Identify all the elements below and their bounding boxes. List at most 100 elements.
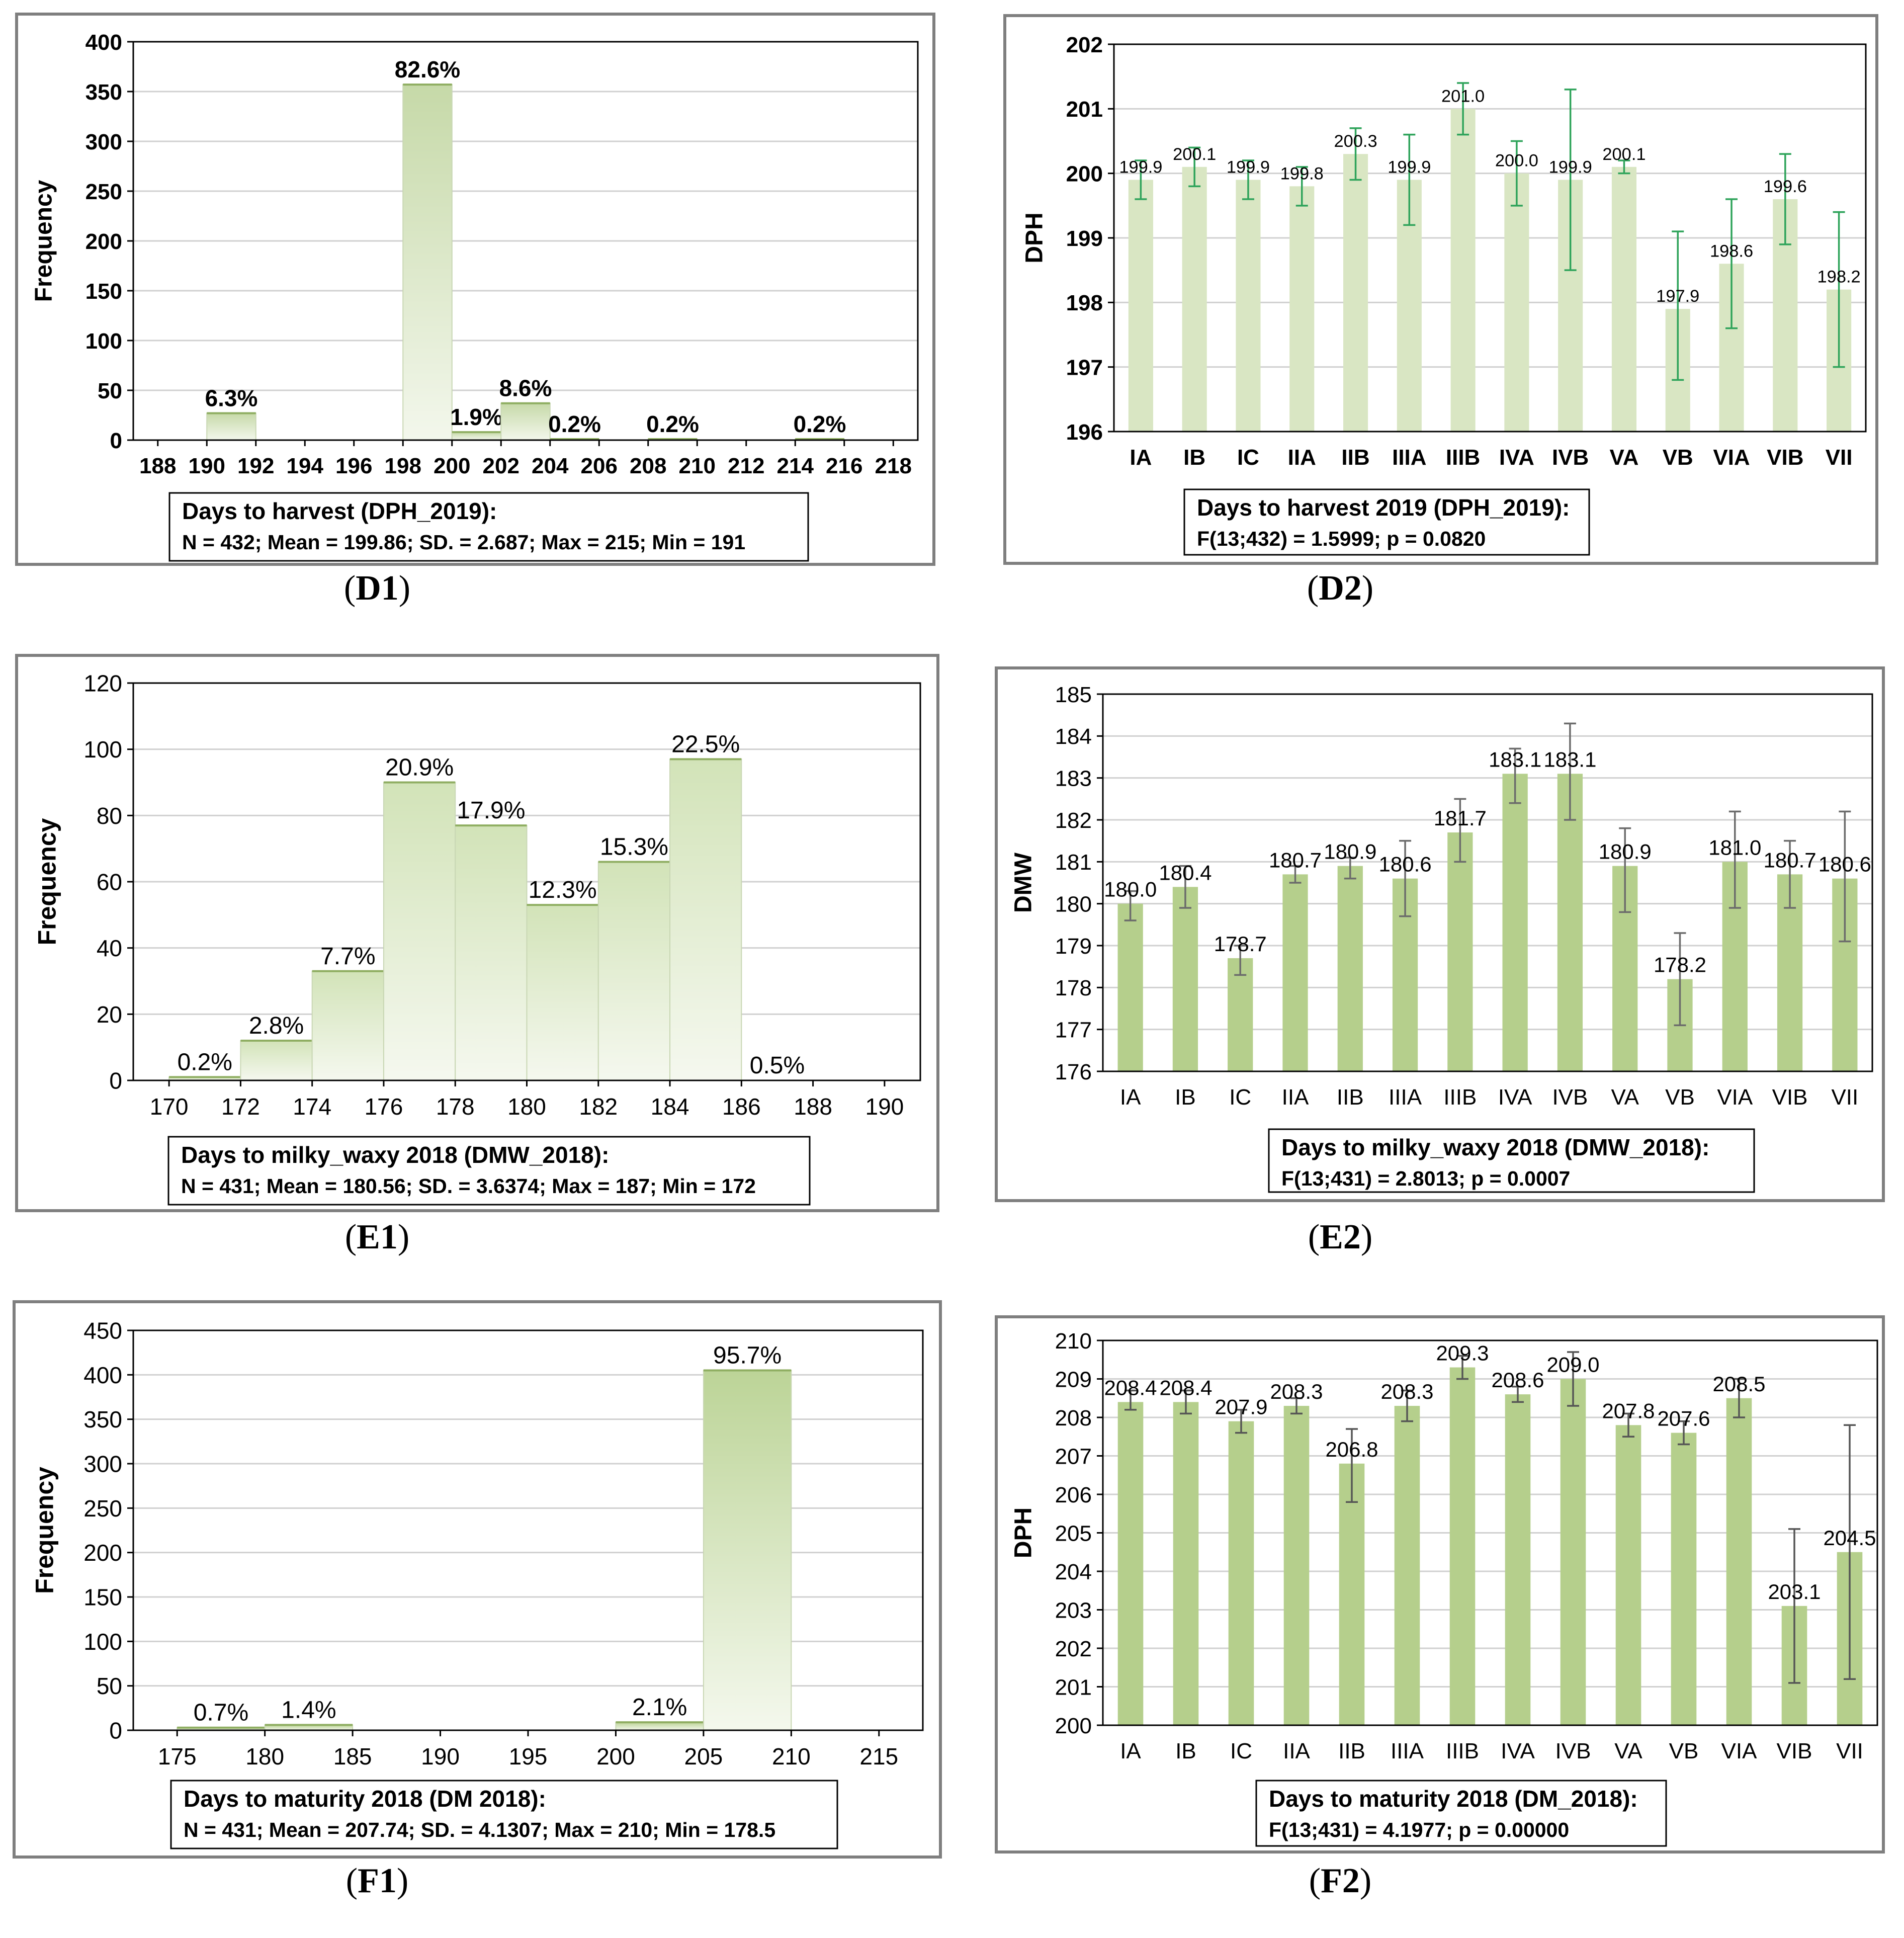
legend-stats: N = 431; Mean = 180.56; SD. = 3.6374; Ma… bbox=[181, 1174, 756, 1198]
bar-value-label: 209.0 bbox=[1546, 1353, 1599, 1377]
x-category-label: IA bbox=[1120, 1739, 1141, 1763]
legend-box bbox=[170, 1780, 838, 1849]
x-category-label: IA bbox=[1120, 1085, 1141, 1110]
x-tick-label: 190 bbox=[189, 454, 225, 478]
panel-label-d2: (D2) bbox=[1307, 569, 1374, 608]
y-tick-label: 450 bbox=[83, 1318, 122, 1344]
legend-title: Days to harvest (DPH_2019): bbox=[182, 498, 497, 524]
histogram-bar bbox=[597, 861, 671, 1081]
mean-bar bbox=[1289, 186, 1315, 432]
x-tick-label: 210 bbox=[679, 454, 716, 478]
y-tick-label: 207 bbox=[1055, 1444, 1092, 1469]
bar-data-label: 0.2% bbox=[548, 411, 601, 437]
x-tick-label: 216 bbox=[826, 454, 862, 478]
x-tick-label: 195 bbox=[509, 1743, 548, 1770]
x-category-label: IIB bbox=[1337, 1085, 1364, 1110]
y-tick-label: 50 bbox=[97, 1673, 122, 1699]
chart-svg: 0 50 100 150 200 250 300 350 400 450 Frequency 0.7%… bbox=[13, 1300, 942, 1859]
legend-title: Days to milky_waxy 2018 (DMW_2018): bbox=[1281, 1134, 1709, 1160]
mean-bar bbox=[1182, 166, 1207, 432]
panel-label-f2: (F2) bbox=[1309, 1862, 1372, 1900]
x-category-label: IA bbox=[1130, 445, 1152, 470]
mean-bar bbox=[1337, 866, 1363, 1071]
bar-value-label: 178.7 bbox=[1214, 932, 1267, 956]
bar-data-label: 7.7% bbox=[320, 943, 375, 970]
histogram-bar bbox=[703, 1370, 792, 1731]
y-tick-label: 50 bbox=[98, 379, 122, 403]
x-category-label: IVB bbox=[1555, 1739, 1591, 1763]
y-tick-label: 200 bbox=[85, 229, 122, 254]
bar-value-label: 181.0 bbox=[1708, 835, 1761, 859]
x-category-label: VB bbox=[1669, 1739, 1699, 1763]
x-tick-label: 200 bbox=[596, 1743, 635, 1770]
x-category-label: IB bbox=[1175, 1085, 1196, 1110]
x-tick-label: 188 bbox=[794, 1093, 832, 1120]
y-axis-label: DMW bbox=[1010, 852, 1037, 913]
mean-bar bbox=[1449, 1367, 1476, 1725]
y-tick-label: 300 bbox=[83, 1451, 122, 1477]
y-axis-label: DPH bbox=[1021, 212, 1048, 263]
y-tick-label: 182 bbox=[1055, 808, 1092, 833]
chart-panel-e1: 0 20 40 60 80 100 120 Frequency 0.2% 2.8% 7.7% 20.9… bbox=[15, 654, 939, 1212]
chart-panel-d1: 0 50 100 150 200 250 300 350 400 Frequency 6.3% 82.… bbox=[15, 13, 935, 566]
x-category-label: VB bbox=[1665, 1085, 1695, 1110]
mean-bar bbox=[1117, 1402, 1144, 1725]
plot-frame bbox=[132, 1329, 924, 1731]
x-tick-label: 182 bbox=[579, 1093, 618, 1120]
bar-value-label: 203.1 bbox=[1768, 1580, 1821, 1604]
panel-label-f1: (F1) bbox=[345, 1862, 409, 1900]
bar-data-label: 0.7% bbox=[194, 1700, 248, 1726]
legend-box bbox=[168, 492, 809, 562]
mean-bar bbox=[1560, 1379, 1586, 1725]
mean-bar bbox=[1173, 1402, 1199, 1725]
x-tick-label: 198 bbox=[385, 454, 421, 478]
y-tick-label: 201 bbox=[1055, 1675, 1092, 1700]
x-category-label: VIB bbox=[1772, 1085, 1808, 1110]
y-tick-label: 204 bbox=[1055, 1560, 1092, 1584]
x-tick-label: 186 bbox=[722, 1093, 761, 1120]
x-category-label: IVA bbox=[1501, 1739, 1535, 1763]
bar-value-label: 208.6 bbox=[1491, 1368, 1544, 1392]
bar-value-label: 180.4 bbox=[1159, 861, 1211, 884]
x-tick-label: 176 bbox=[365, 1093, 403, 1120]
y-tick-label: 0 bbox=[109, 1068, 122, 1094]
histogram-bar bbox=[240, 1040, 313, 1081]
y-tick-label: 185 bbox=[1055, 683, 1092, 707]
x-category-label: VII bbox=[1831, 1085, 1858, 1110]
bar-data-label: 6.3% bbox=[205, 385, 258, 411]
mean-bar bbox=[1228, 1421, 1254, 1725]
bar-data-label: 82.6% bbox=[395, 56, 460, 82]
bar-value-label: 208.4 bbox=[1104, 1376, 1157, 1399]
y-tick-label: 100 bbox=[83, 1629, 122, 1655]
mean-bar bbox=[1339, 1463, 1365, 1725]
bar-value-label: 199.9 bbox=[1549, 158, 1592, 177]
y-tick-label: 250 bbox=[85, 180, 122, 204]
legend-stats: F(13;431) = 2.8013; p = 0.0007 bbox=[1281, 1167, 1570, 1190]
x-tick-label: 215 bbox=[859, 1743, 898, 1770]
y-tick-label: 150 bbox=[85, 279, 122, 304]
bar-data-label: 1.4% bbox=[281, 1697, 336, 1723]
mean-bar bbox=[1504, 173, 1529, 432]
y-tick-label: 350 bbox=[85, 80, 122, 105]
y-axis-label: Frequency bbox=[30, 1467, 58, 1594]
histogram-bar bbox=[669, 759, 742, 1081]
x-category-label: IIA bbox=[1283, 1739, 1310, 1763]
chart-svg: 0 20 40 60 80 100 120 Frequency 0.2% 2.8% 7.7% 20.9… bbox=[15, 654, 939, 1212]
x-category-label: IIIA bbox=[1392, 445, 1426, 470]
y-tick-label: 205 bbox=[1055, 1521, 1092, 1546]
x-category-label: VIB bbox=[1777, 1739, 1812, 1763]
x-category-label: IIB bbox=[1341, 445, 1369, 470]
bar-value-label: 208.3 bbox=[1270, 1380, 1323, 1403]
bar-value-label: 199.9 bbox=[1388, 158, 1431, 177]
y-tick-label: 120 bbox=[83, 670, 122, 697]
bar-value-label: 180.0 bbox=[1104, 878, 1157, 901]
x-category-label: IC bbox=[1229, 1085, 1251, 1110]
x-tick-label: 170 bbox=[150, 1093, 189, 1120]
y-tick-label: 400 bbox=[85, 30, 122, 55]
y-tick-label: 178 bbox=[1055, 976, 1092, 1000]
y-tick-label: 202 bbox=[1066, 33, 1103, 57]
x-category-label: VII bbox=[1826, 445, 1853, 470]
y-tick-label: 181 bbox=[1055, 850, 1092, 875]
bar-value-label: 197.9 bbox=[1656, 287, 1699, 306]
x-tick-label: 188 bbox=[139, 454, 176, 478]
